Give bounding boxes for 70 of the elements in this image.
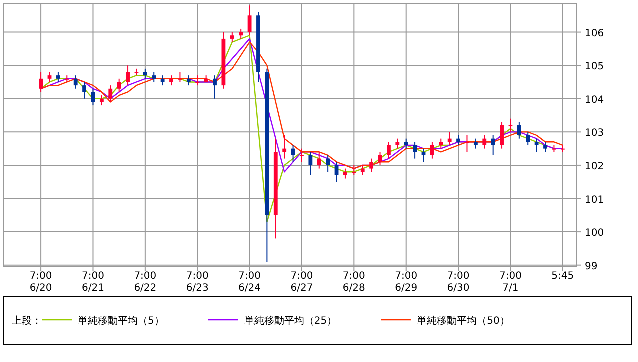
candlestick bbox=[282, 135, 287, 160]
candlestick bbox=[196, 75, 200, 86]
candlestick bbox=[160, 75, 165, 86]
y-tick-label: 100 bbox=[585, 228, 604, 240]
candlestick bbox=[308, 152, 313, 176]
candlestick bbox=[413, 142, 418, 160]
candlestick bbox=[334, 162, 339, 183]
candlestick bbox=[456, 135, 460, 146]
candlestick bbox=[74, 75, 78, 90]
candlestick bbox=[108, 85, 113, 103]
x-tick-label: 7:00 6/20 bbox=[30, 271, 52, 294]
candlestick bbox=[526, 132, 530, 146]
x-tick-label: 7:00 7/1 bbox=[499, 271, 522, 294]
candlestick bbox=[422, 148, 426, 163]
y-tick-label: 104 bbox=[585, 94, 604, 106]
candlestick bbox=[482, 135, 487, 150]
candlestick bbox=[491, 135, 496, 156]
x-tick-label: 7:00 6/22 bbox=[134, 271, 157, 294]
legend-label: 単純移動平均（5） bbox=[78, 315, 164, 327]
candlestick bbox=[360, 164, 365, 176]
candlestick bbox=[152, 72, 156, 83]
candlestick bbox=[430, 142, 434, 160]
x-tick-label: 7:00 6/28 bbox=[342, 271, 366, 294]
y-tick-label: 106 bbox=[585, 28, 604, 40]
candlestick bbox=[48, 72, 52, 83]
candlestick bbox=[396, 138, 400, 150]
x-tick-label: 7:00 6/23 bbox=[186, 271, 209, 294]
candlestick bbox=[91, 88, 96, 106]
candlestick bbox=[126, 65, 130, 86]
legend-label: 単純移動平均（25） bbox=[244, 315, 338, 327]
x-tick-label: 7:00 6/21 bbox=[82, 271, 104, 294]
candlestick bbox=[448, 132, 452, 146]
candlestick bbox=[439, 138, 444, 150]
candlestick bbox=[326, 154, 330, 173]
candlestick bbox=[117, 78, 122, 93]
y-tick-label: 102 bbox=[585, 161, 604, 172]
candlestick bbox=[404, 138, 408, 150]
candlestick bbox=[186, 75, 191, 86]
y-tick-label: 101 bbox=[585, 194, 604, 206]
candlestick bbox=[352, 164, 356, 176]
x-tick-label: 7:00 6/24 bbox=[238, 271, 262, 294]
candlestick bbox=[500, 122, 504, 150]
y-tick-label: 103 bbox=[585, 128, 604, 140]
x-tick-label: 5:45 bbox=[552, 271, 574, 282]
candlestick bbox=[230, 32, 234, 43]
candlestick bbox=[300, 148, 304, 163]
candlestick bbox=[143, 68, 148, 80]
y-tick-label: 105 bbox=[585, 62, 604, 73]
candlestick bbox=[474, 138, 478, 150]
candlestick bbox=[213, 75, 217, 100]
x-tick-label: 7:00 6/29 bbox=[395, 271, 418, 294]
candlestick bbox=[344, 168, 348, 180]
candlestick bbox=[239, 28, 244, 40]
candlestick bbox=[317, 152, 322, 170]
candlestick bbox=[100, 95, 104, 106]
candlestick bbox=[387, 142, 391, 160]
candlestick bbox=[39, 72, 44, 93]
x-tick-label: 7:00 6/30 bbox=[447, 271, 470, 294]
candlestick bbox=[370, 158, 374, 173]
candlestick bbox=[82, 82, 86, 100]
candlestick bbox=[56, 72, 60, 83]
legend-label: 単純移動平均（50） bbox=[417, 315, 510, 327]
candlestick bbox=[517, 122, 522, 140]
legend-title: 上段： bbox=[12, 315, 42, 327]
candlestick bbox=[544, 142, 548, 153]
candlestick bbox=[248, 5, 252, 36]
candlestick bbox=[534, 138, 539, 153]
x-tick-label: 7:00 6/27 bbox=[290, 271, 314, 294]
y-tick-label: 99 bbox=[585, 261, 598, 272]
candlestick bbox=[170, 75, 174, 86]
